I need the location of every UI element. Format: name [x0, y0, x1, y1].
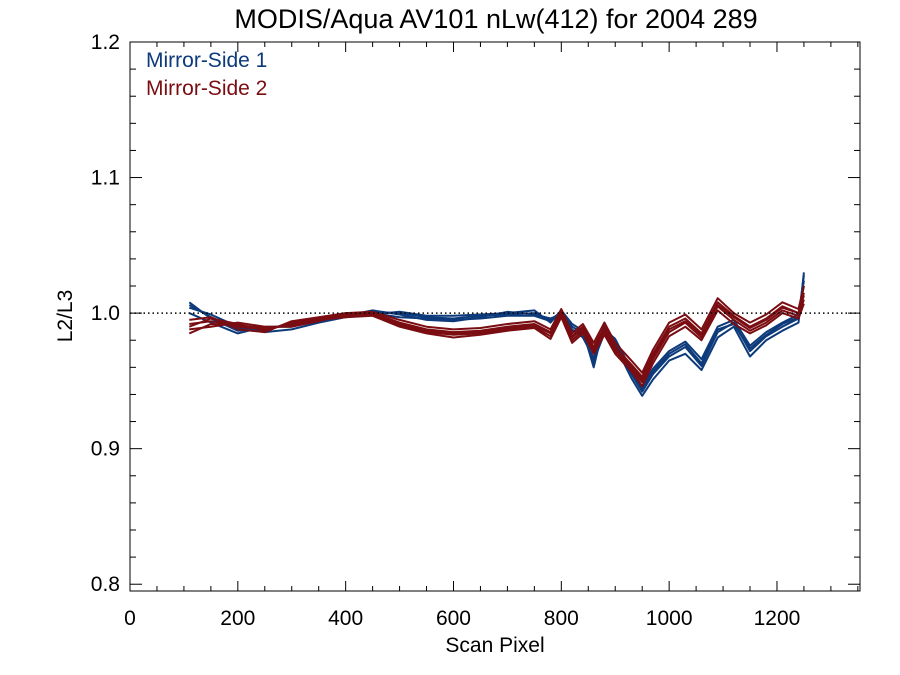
y-tick-label: 1.0 [91, 302, 120, 325]
x-tick-label: 800 [544, 607, 579, 630]
x-tick-label: 1200 [754, 607, 801, 630]
series-line-mirror-side-1-1 [188, 275, 805, 393]
y-tick-label: 1.1 [91, 167, 120, 190]
y-tick-label: 1.2 [91, 31, 120, 54]
plot-frame [129, 41, 861, 592]
x-tick-label: 200 [220, 607, 255, 630]
series-line-mirror-side-2-5 [189, 292, 805, 378]
series-line-mirror-side-1-3 [188, 272, 805, 397]
series-line-mirror-side-1-4 [188, 280, 805, 390]
legend-label-mirror-side-2: Mirror-Side 2 [146, 77, 267, 100]
y-tick-label: 0.9 [91, 438, 120, 461]
x-tick-label: 400 [328, 607, 363, 630]
x-tick-label: 600 [436, 607, 471, 630]
series-layer [188, 272, 805, 397]
x-axis: 0 200 400 600 800 1000 1200 [124, 42, 859, 630]
series-line-mirror-side-2-8 [188, 303, 805, 388]
series-line-mirror-side-1-2 [188, 285, 805, 388]
series-line-mirror-side-2-9 [188, 295, 805, 381]
x-tick-label: 0 [124, 607, 136, 630]
x-axis-label: Scan Pixel [445, 634, 544, 657]
chart-title: MODIS/Aqua AV101 nLw(412) for 2004 289 [234, 4, 757, 34]
legend: Mirror-Side 1 Mirror-Side 2 [146, 49, 267, 100]
y-axis: 0.8 0.9 1.0 1.1 1.2 [91, 31, 860, 596]
y-tick-label: 0.8 [91, 573, 120, 596]
legend-label-mirror-side-1: Mirror-Side 1 [146, 49, 267, 72]
y-axis-label: L2/L3 [54, 290, 77, 343]
x-tick-label: 1000 [646, 607, 693, 630]
series-line-mirror-side-2-7 [189, 285, 805, 374]
